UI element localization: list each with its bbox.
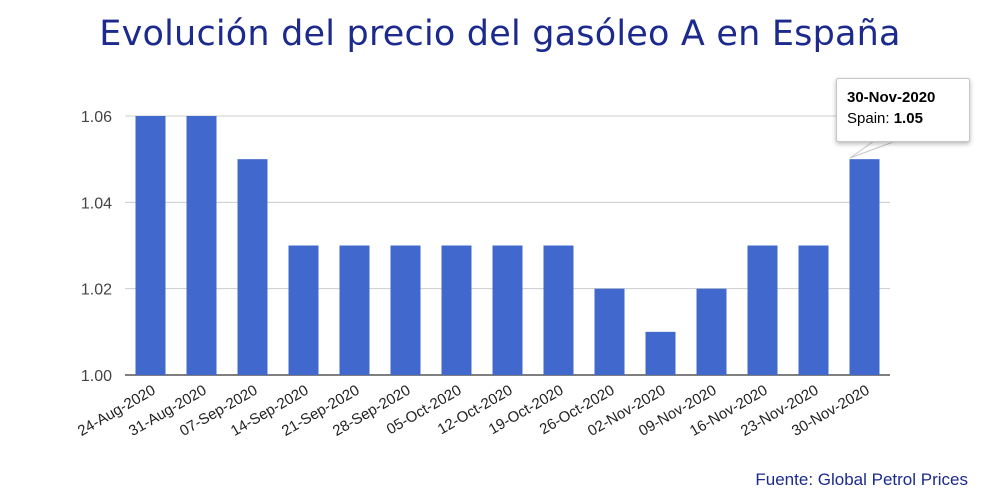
bar[interactable] xyxy=(186,116,217,375)
bar[interactable] xyxy=(237,159,268,375)
bar[interactable] xyxy=(339,245,370,376)
tooltip-series-label: Spain: xyxy=(847,110,890,127)
source-note: Fuente: Global Petrol Prices xyxy=(755,470,968,489)
bar[interactable] xyxy=(441,245,472,376)
bar[interactable] xyxy=(390,245,421,376)
chart-title: Evolución del precio del gasóleo A en Es… xyxy=(99,14,901,54)
bars xyxy=(135,116,880,376)
tooltip-date: 30-Nov-2020 xyxy=(847,89,936,106)
bar[interactable] xyxy=(135,116,166,375)
y-tick-label: 1.02 xyxy=(81,282,112,299)
bar[interactable] xyxy=(492,245,523,376)
bar[interactable] xyxy=(798,245,829,376)
y-axis-ticks: 1.00 1.02 1.04 1.06 xyxy=(81,109,112,385)
bar[interactable] xyxy=(696,288,727,375)
bar[interactable] xyxy=(543,245,574,376)
y-tick-label: 1.06 xyxy=(81,109,112,126)
bar[interactable] xyxy=(594,288,625,375)
x-axis-ticks: 24-Aug-202031-Aug-202007-Sep-202014-Sep-… xyxy=(75,382,873,440)
y-tick-label: 1.04 xyxy=(81,195,112,212)
bar[interactable] xyxy=(849,159,880,375)
y-tick-label: 1.00 xyxy=(81,368,112,385)
data-tooltip: 30-Nov-2020 Spain: 1.05 xyxy=(836,78,970,142)
bar[interactable] xyxy=(288,245,319,376)
tooltip-value: 1.05 xyxy=(893,110,923,127)
tooltip-pointer xyxy=(849,140,897,159)
bar[interactable] xyxy=(645,331,676,375)
tooltip-series-line: Spain: 1.05 xyxy=(847,108,959,130)
bar[interactable] xyxy=(747,245,778,376)
